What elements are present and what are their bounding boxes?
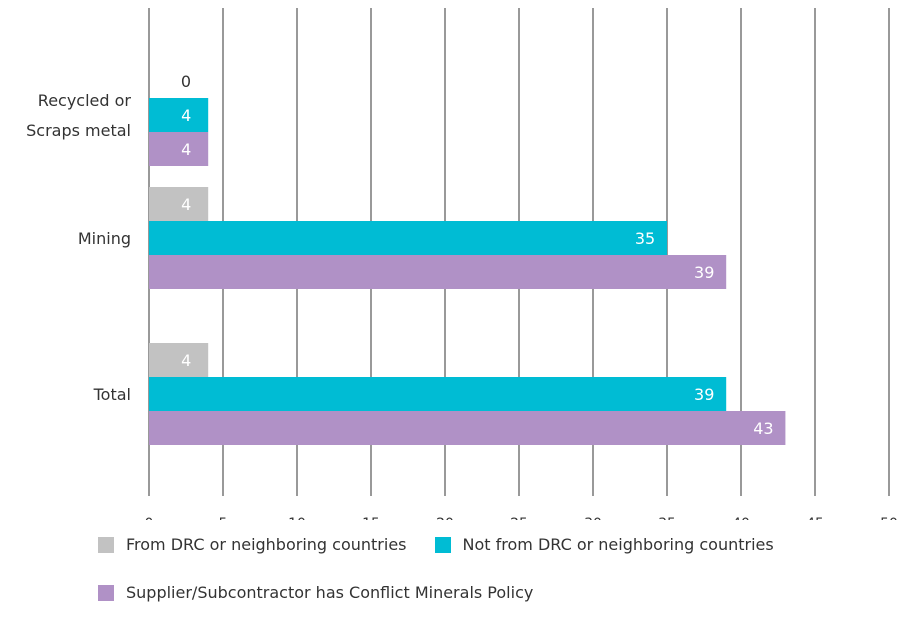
x-axis-tick-labels: 0 5 10 15 20 25 30 35 40 45 50 xyxy=(145,516,898,520)
x-tick-label: 20 xyxy=(436,516,454,520)
x-tick-label: 0 xyxy=(145,516,154,520)
data-label-total-series-3: 43 xyxy=(753,419,773,438)
category-labels: Recycled or Scraps metal Mining Total xyxy=(26,91,131,404)
data-label-mining-series-1: 4 xyxy=(181,195,191,214)
bars xyxy=(149,98,786,445)
x-tick-label: 30 xyxy=(584,516,602,520)
legend-item-from-drc: From DRC or neighboring countries xyxy=(98,535,407,554)
bar-mining-series-2 xyxy=(149,221,667,255)
bar-recycled-or-scraps-metal-series-2 xyxy=(149,98,209,132)
data-label-recycled-or-scraps-metal-series-3: 4 xyxy=(181,140,191,159)
bar-total-series-3 xyxy=(149,411,786,445)
data-label-mining-series-2: 35 xyxy=(635,229,655,248)
legend-swatch-from-drc xyxy=(98,536,114,553)
bar-chart: 0 4 4 4 35 39 4 39 43 Recycled or Scraps metal Min… xyxy=(26,8,898,520)
legend-label-not-from-drc: Not from DRC or neighboring countries xyxy=(462,535,774,554)
legend-label-conflict-policy: Supplier/Subcontractor has Conflict Mine… xyxy=(126,583,534,602)
x-tick-label: 40 xyxy=(732,516,750,520)
x-tick-label: 35 xyxy=(658,516,676,520)
bar-total-series-2 xyxy=(149,377,727,411)
bar-mining-series-3 xyxy=(149,255,727,289)
category-label-recycled-or-scraps-metal-line-2: Scraps metal xyxy=(26,121,131,140)
legend-item-conflict-policy: Supplier/Subcontractor has Conflict Mine… xyxy=(98,583,533,602)
x-tick-label: 25 xyxy=(510,516,528,520)
x-tick-label: 50 xyxy=(880,516,898,520)
data-label-recycled-or-scraps-metal-series-1: 0 xyxy=(181,72,191,91)
data-label-recycled-or-scraps-metal-series-2: 4 xyxy=(181,106,191,125)
legend-item-not-from-drc: Not from DRC or neighboring countries xyxy=(434,535,774,554)
bar-mining-series-1 xyxy=(149,187,209,221)
data-labels: 0 4 4 4 35 39 4 39 43 xyxy=(181,72,774,438)
data-label-mining-series-3: 39 xyxy=(694,263,714,282)
x-tick-label: 45 xyxy=(806,516,824,520)
data-label-total-series-1: 4 xyxy=(181,351,191,370)
category-label-mining: Mining xyxy=(78,229,131,248)
bar-recycled-or-scraps-metal-series-3 xyxy=(149,132,209,166)
legend-swatch-conflict-policy xyxy=(98,584,114,601)
x-tick-label: 10 xyxy=(288,516,306,520)
x-tick-label: 5 xyxy=(219,516,228,520)
x-tick-label: 15 xyxy=(362,516,380,520)
legend-swatch-not-from-drc xyxy=(434,536,451,553)
category-label-total: Total xyxy=(93,385,131,404)
legend-row-2: Supplier/Subcontractor has Conflict Mine… xyxy=(98,583,561,602)
data-label-total-series-2: 39 xyxy=(694,385,714,404)
category-label-recycled-or-scraps-metal-line-1: Recycled or xyxy=(38,91,132,110)
legend-row-1: From DRC or neighboring countries Not fr… xyxy=(98,535,802,554)
legend-label-from-drc: From DRC or neighboring countries xyxy=(126,535,407,554)
bar-total-series-1 xyxy=(149,343,209,377)
